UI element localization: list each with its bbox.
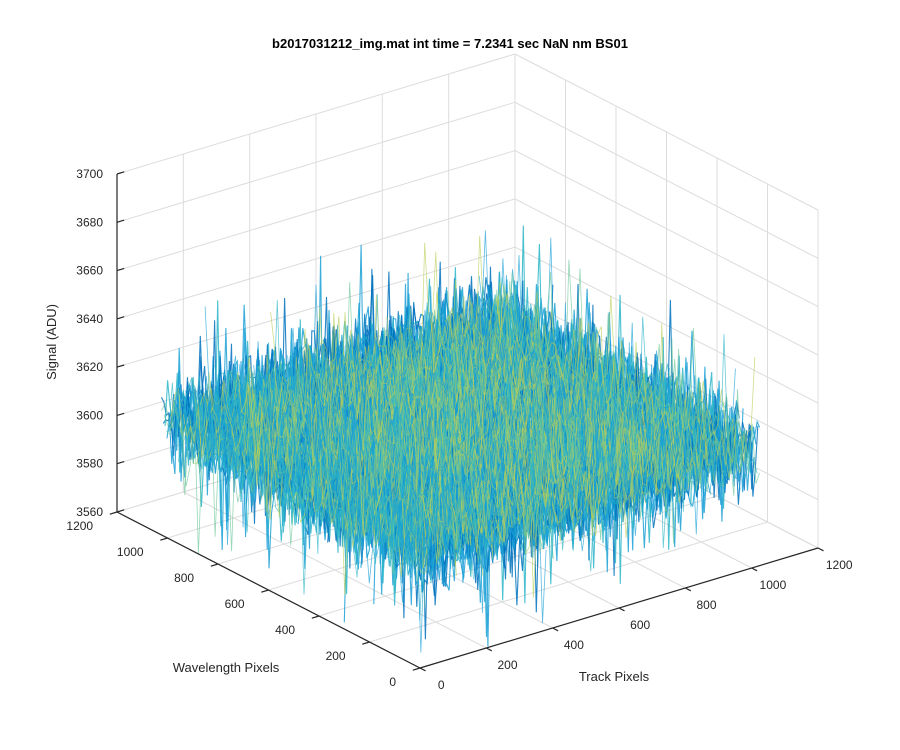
axes	[109, 171, 824, 672]
x-tick-label: 600	[630, 618, 650, 632]
surface-column	[326, 313, 586, 515]
surface-column	[282, 284, 542, 525]
z-tick	[116, 509, 125, 513]
surface-column	[367, 343, 627, 521]
surface-column	[372, 340, 632, 498]
z-tick-label: 3560	[76, 505, 103, 519]
x-tick-label: 0	[438, 678, 445, 692]
z-tick	[116, 316, 125, 320]
z-tick-label: 3700	[76, 167, 103, 181]
x-tick-label: 400	[564, 638, 584, 652]
z-tick-label: 3640	[76, 312, 103, 326]
y-axis-label: Wavelength Pixels	[173, 660, 280, 675]
z-tick-label: 3620	[76, 360, 103, 374]
z-axis-label: Signal (ADU)	[44, 304, 59, 380]
x-tick	[552, 627, 559, 632]
x-tick	[419, 667, 426, 672]
x-tick	[486, 647, 493, 652]
y-tick	[412, 667, 421, 671]
grid-line-y	[369, 521, 768, 643]
z-tick-label: 3580	[76, 457, 103, 471]
y-tick-label: 1200	[66, 519, 93, 533]
y-tick	[109, 511, 118, 515]
y-tick-label: 0	[389, 675, 396, 689]
z-tick-label: 3680	[76, 215, 103, 229]
x-tick-label: 1000	[760, 578, 787, 592]
y-tick-label: 800	[174, 571, 194, 585]
z-tick	[116, 412, 125, 416]
x-tick	[751, 567, 758, 572]
y-tick	[311, 615, 320, 619]
z-tick-label: 3660	[76, 264, 103, 278]
x-tick-label: 200	[497, 658, 517, 672]
z-tick	[116, 364, 125, 368]
z-tick	[116, 219, 125, 223]
surface-row	[419, 419, 761, 647]
x-tick	[618, 607, 625, 612]
y-tick	[362, 641, 370, 645]
surface-column	[498, 276, 758, 512]
z-tick	[116, 171, 125, 175]
surface-column	[454, 294, 714, 503]
x-tick	[685, 587, 692, 592]
surface-mesh	[160, 225, 761, 653]
chart-title: b2017031212_img.mat int time = 7.2341 se…	[272, 36, 628, 51]
x-tick	[817, 547, 824, 552]
tick-labels: 0 200 400 600 800 1000 1200 0 200 400 600 800 1000 12…	[66, 167, 852, 692]
y-tick	[210, 563, 219, 567]
surface-column	[500, 272, 760, 496]
y-tick	[160, 537, 168, 541]
y-tick-label: 200	[326, 649, 346, 663]
y-tick-label: 600	[225, 597, 245, 611]
z-tick-label: 3600	[76, 408, 103, 422]
x-axis-label: Track Pixels	[579, 669, 650, 684]
z-tick	[116, 461, 125, 465]
z-tick	[116, 267, 125, 272]
x-tick-label: 800	[696, 598, 716, 612]
x-tick-label: 1200	[826, 558, 853, 572]
y-tick-label: 400	[275, 623, 295, 637]
y-tick-label: 1000	[117, 545, 144, 559]
surface-column	[435, 295, 695, 517]
y-tick	[261, 589, 269, 593]
